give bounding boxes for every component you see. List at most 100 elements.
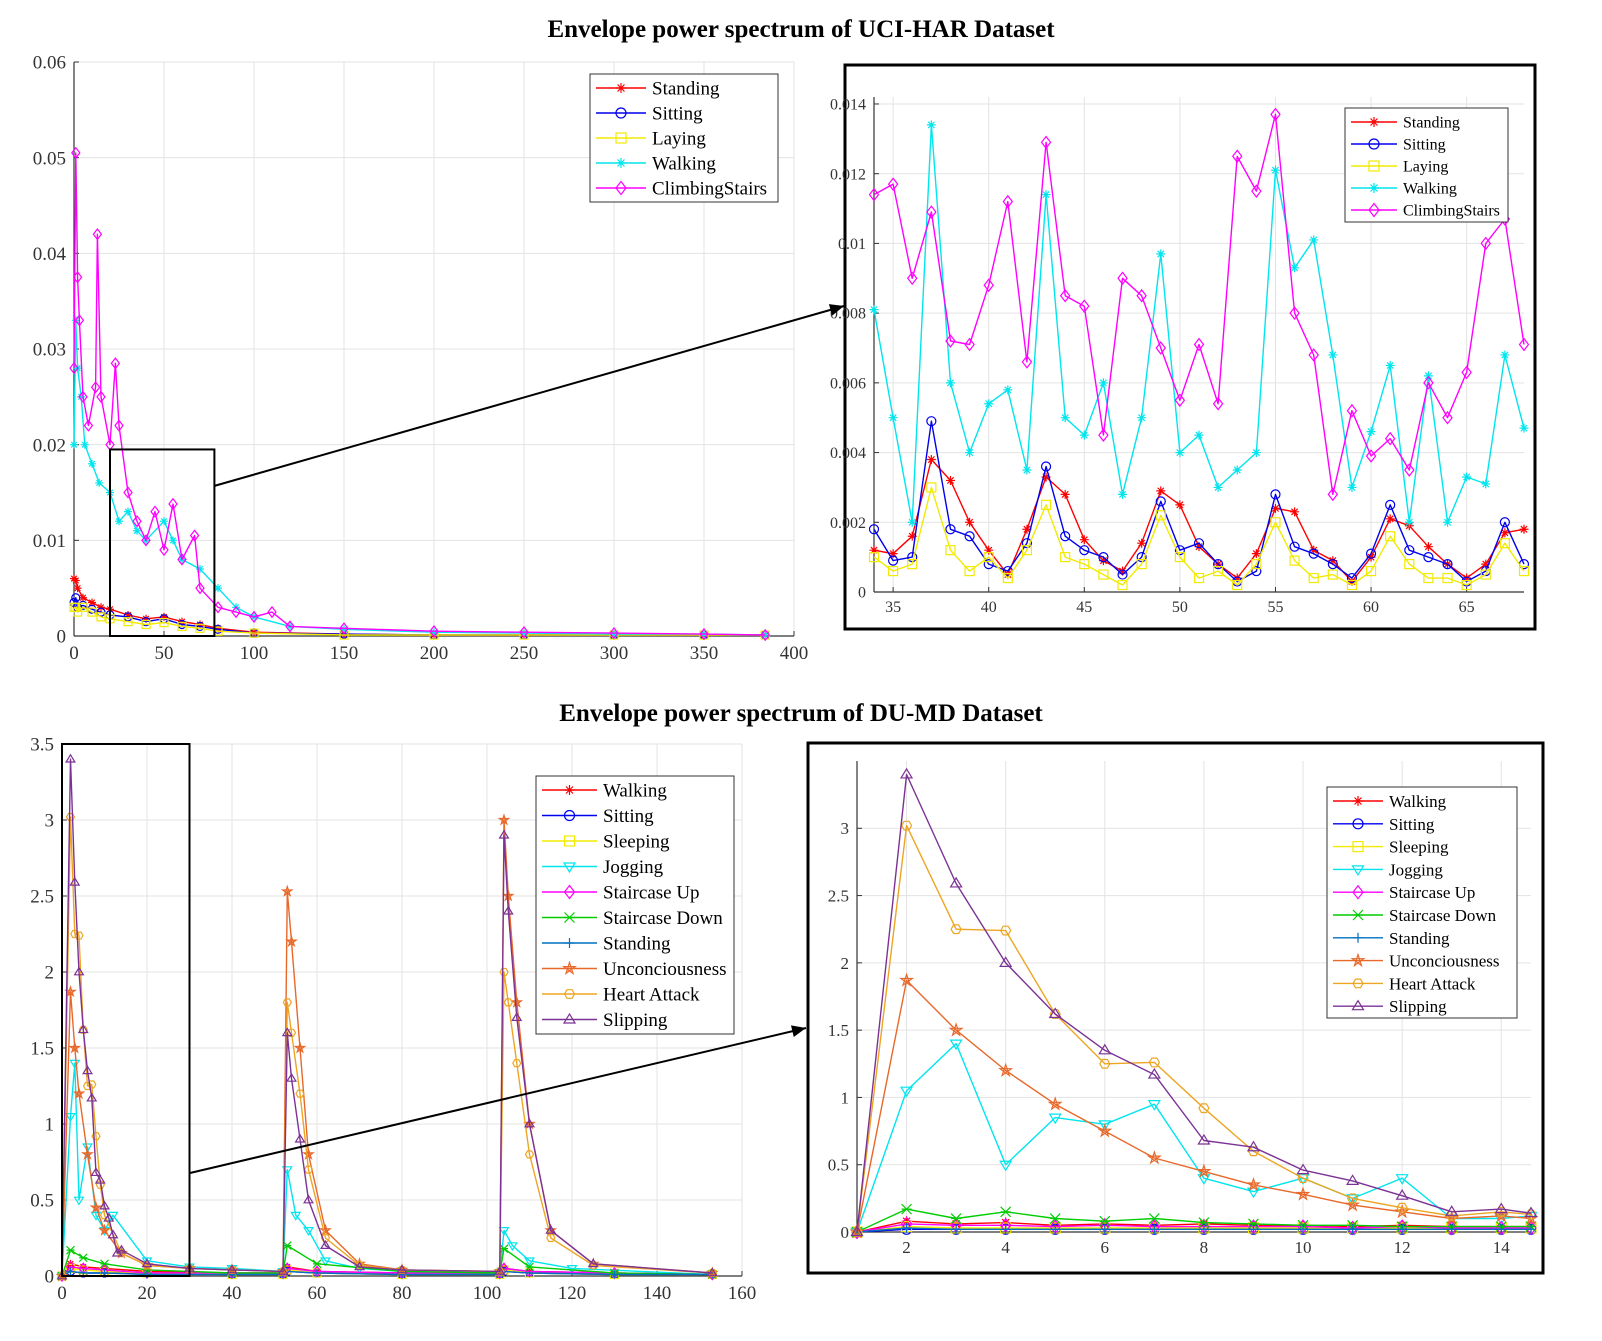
uci-zoom-arrow-head <box>828 304 844 316</box>
point-standing <box>143 1270 151 1279</box>
point-walking <box>1213 482 1223 492</box>
legend-marker-climbingstairs <box>1368 202 1380 218</box>
legend-label-slipping: Slipping <box>603 1010 668 1031</box>
point-standing <box>888 549 898 559</box>
point-climbingstairs <box>78 390 88 404</box>
point-laying <box>1002 572 1013 584</box>
point-unconciousness <box>68 1041 82 1054</box>
point-sitting <box>1308 548 1319 559</box>
point-standing <box>1079 535 1089 545</box>
point-standing <box>1385 514 1395 524</box>
point-climbingstairs <box>1040 135 1052 150</box>
point-slipping <box>1048 1007 1062 1019</box>
point-heart-attack <box>524 1150 535 1159</box>
point-slipping <box>82 1065 93 1075</box>
point-walking <box>95 478 104 487</box>
point-standing <box>1003 570 1013 580</box>
point-climbingstairs <box>1251 184 1262 198</box>
uci_main-legend: Standing Sitting Laying Walking ClimbingStai… <box>589 73 779 203</box>
point-sitting <box>1079 545 1090 556</box>
point-walking <box>1347 482 1357 492</box>
point-heart-attack <box>512 1059 522 1068</box>
point-standing <box>1041 472 1051 482</box>
y-tick-label: 0 <box>45 1267 55 1288</box>
point-staircase-down <box>66 1245 75 1255</box>
point-standing <box>984 545 994 555</box>
legend-label-heart-attack: Heart Attack <box>603 985 700 1006</box>
x-tick-label: 8 <box>1200 1238 1209 1257</box>
point-staircase-down <box>901 1203 912 1215</box>
uci_main-grid <box>73 61 795 637</box>
x-tick-label: 0 <box>69 643 79 664</box>
point-standing <box>1496 1224 1507 1235</box>
point-slipping <box>94 1174 106 1184</box>
point-sitting <box>1193 538 1205 549</box>
legend-label-slipping: Slipping <box>1389 997 1447 1016</box>
point-heart-attack <box>503 998 513 1007</box>
dumd_main-chart: 0 20 40 60 80 100 120 140 160 0 0.5 1 1.5 2 2.5 3 3.5 Wal… <box>30 735 756 1304</box>
point-standing <box>945 475 955 485</box>
point-standing <box>1526 1224 1536 1235</box>
legend-label-staircase-down: Staircase Down <box>603 908 723 929</box>
point-climbingstairs <box>1136 288 1147 303</box>
point-climbingstairs <box>926 205 937 219</box>
point-staircase-down <box>499 1244 509 1254</box>
point-standing <box>1149 1224 1160 1235</box>
dumd_zoom-series <box>849 767 1539 1240</box>
legend-marker-sleeping <box>563 835 576 847</box>
y-tick-label: 2.5 <box>30 887 54 908</box>
point-slipping <box>494 1265 506 1275</box>
point-jogging <box>65 1113 76 1122</box>
point-standing <box>1347 1224 1358 1235</box>
x-tick-label: 150 <box>330 643 359 664</box>
point-heart-attack <box>320 1233 331 1243</box>
x-tick-label: 50 <box>1172 599 1188 616</box>
uci-zoom-arrow <box>213 305 845 487</box>
x-tick-label: 60 <box>1363 599 1379 616</box>
point-slipping <box>86 1092 98 1102</box>
x-tick-label: 4 <box>1001 1238 1010 1257</box>
x-tick-label: 400 <box>780 643 809 664</box>
point-standing <box>1347 577 1357 587</box>
x-tick-label: 100 <box>240 643 269 664</box>
point-walking <box>907 517 917 527</box>
point-walking <box>77 392 86 401</box>
point-standing <box>1462 573 1472 583</box>
point-climbingstairs <box>110 357 121 370</box>
y-tick-label: 0.04 <box>33 244 67 265</box>
point-walking <box>1022 465 1032 475</box>
point-climbingstairs <box>96 390 106 404</box>
point-slipping <box>1197 1133 1211 1145</box>
point-standing <box>951 1224 962 1235</box>
point-sitting <box>71 593 81 603</box>
point-standing <box>1000 1224 1011 1235</box>
legend-label-sleeping: Sleeping <box>603 832 670 853</box>
y-tick-label: 3.5 <box>30 735 54 756</box>
point-unconciousness <box>319 1223 332 1236</box>
dumd_zoom-grid <box>857 761 1531 1233</box>
legend-label-unconciousness: Unconciousness <box>1389 952 1499 971</box>
legend-label-sitting: Sitting <box>652 104 703 125</box>
point-climbingstairs <box>114 419 124 432</box>
point-heart-attack <box>1525 1209 1537 1220</box>
point-sitting <box>945 524 956 535</box>
point-laying <box>78 602 88 612</box>
point-standing <box>88 598 96 607</box>
point-staircase-down <box>1148 1213 1160 1224</box>
point-standing <box>178 617 186 626</box>
legend-marker-heart-attack <box>1352 978 1364 989</box>
point-standing <box>1050 1224 1061 1235</box>
point-jogging <box>1395 1174 1409 1185</box>
uci_main-series <box>69 146 770 642</box>
point-walking <box>70 440 78 449</box>
series-line-climbingstairs <box>73 152 766 636</box>
point-laying <box>1136 559 1147 570</box>
point-walking <box>1041 190 1051 200</box>
point-laying <box>1385 531 1396 542</box>
x-tick-label: 160 <box>728 1283 757 1304</box>
uci_zoom-legend: Standing Sitting Laying Walking ClimbingStai… <box>1344 107 1509 223</box>
y-tick-label: 0 <box>841 1223 850 1242</box>
point-laying <box>1289 555 1300 566</box>
point-jogging <box>82 1143 93 1153</box>
y-tick-label: 1 <box>841 1088 850 1107</box>
